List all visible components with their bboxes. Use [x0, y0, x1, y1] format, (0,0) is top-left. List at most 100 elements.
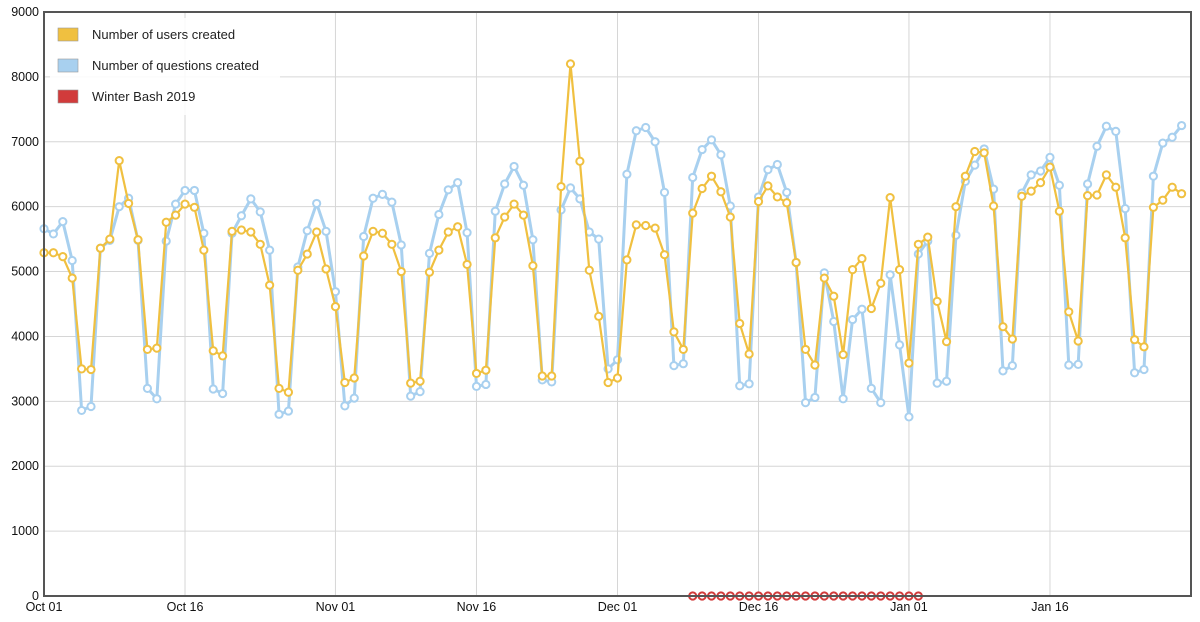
data-point: [810, 360, 820, 370]
data-point: [453, 178, 463, 188]
data-point: [1092, 190, 1102, 200]
data-point: [998, 366, 1008, 376]
data-point: [208, 384, 218, 394]
data-point: [1026, 170, 1036, 180]
data-point: [58, 252, 68, 262]
grid-layer: [44, 12, 1191, 596]
data-point: [1177, 120, 1187, 131]
data-point: [932, 378, 942, 388]
data-point: [246, 227, 256, 237]
data-point: [86, 401, 96, 412]
data-point: [58, 216, 68, 227]
data-point: [293, 265, 303, 275]
data-point: [246, 194, 256, 204]
data-point: [321, 226, 331, 236]
data-point: [434, 209, 444, 220]
data-point: [904, 412, 914, 422]
data-point: [800, 398, 811, 408]
data-point: [876, 398, 886, 408]
data-point: [189, 185, 200, 196]
data-point: [152, 394, 162, 404]
data-point: [95, 243, 106, 253]
data-point: [753, 196, 764, 207]
data-point: [528, 261, 538, 271]
data-point: [659, 250, 670, 260]
data-point: [142, 383, 153, 393]
data-point: [565, 59, 576, 69]
data-point: [603, 377, 613, 388]
data-point: [697, 183, 707, 194]
data-point: [631, 126, 641, 136]
data-point: [48, 248, 59, 258]
data-point: [406, 378, 416, 388]
data-point: [772, 192, 782, 202]
data-point: [368, 226, 378, 236]
data-point: [1064, 360, 1074, 370]
data-point: [424, 248, 435, 258]
data-point: [565, 183, 576, 193]
data-point: [688, 172, 698, 183]
x-tick-label: Nov 16: [457, 600, 497, 614]
data-point: [1082, 191, 1093, 201]
data-point: [838, 350, 848, 360]
data-point: [1111, 126, 1121, 136]
data-point: [424, 267, 435, 277]
data-point: [537, 371, 547, 381]
data-point: [735, 318, 745, 329]
data-point: [688, 208, 698, 218]
y-tick-label: 9000: [11, 5, 39, 19]
data-point: [48, 229, 59, 239]
data-point: [697, 144, 707, 155]
data-point: [1073, 336, 1083, 346]
data-point: [171, 199, 181, 209]
data-point: [340, 401, 350, 411]
x-tick-label: Oct 01: [26, 600, 63, 614]
y-tick-label: 5000: [11, 265, 39, 279]
data-point: [669, 327, 679, 337]
data-point: [265, 245, 275, 255]
data-point: [885, 192, 895, 203]
data-point: [1082, 179, 1093, 189]
data-point: [509, 199, 519, 209]
data-point: [763, 165, 773, 175]
data-point: [744, 349, 754, 359]
data-point: [283, 387, 294, 397]
data-point: [509, 161, 519, 172]
legend-swatch: [57, 58, 79, 73]
x-tick-label: Oct 16: [167, 600, 204, 614]
data-point: [829, 291, 839, 301]
x-tick-label: Nov 01: [316, 600, 356, 614]
data-point: [312, 227, 322, 237]
data-point: [876, 278, 886, 288]
data-point: [86, 364, 96, 375]
data-point: [274, 409, 284, 419]
data-point: [500, 212, 510, 222]
series-layer: [39, 59, 1187, 601]
data-point: [1035, 166, 1046, 176]
data-point: [923, 232, 933, 242]
data-point: [857, 304, 867, 314]
data-point: [866, 383, 876, 393]
data-point: [133, 235, 143, 245]
data-point: [208, 346, 218, 356]
data-point: [105, 234, 115, 244]
data-point: [659, 187, 670, 197]
data-point: [114, 156, 124, 166]
x-tick-label: Dec 01: [598, 600, 638, 614]
data-point: [782, 198, 792, 208]
data-point: [960, 171, 970, 181]
data-point: [594, 234, 604, 244]
data-point: [763, 181, 773, 191]
data-point: [227, 226, 237, 236]
data-point: [1177, 189, 1187, 199]
data-point: [443, 185, 453, 195]
data-point: [885, 270, 895, 280]
data-point: [941, 337, 952, 347]
data-point: [810, 392, 820, 403]
data-point: [1035, 178, 1046, 188]
legend-label: Number of users created: [92, 27, 235, 42]
data-point: [1139, 364, 1149, 375]
y-tick-label: 8000: [11, 70, 39, 84]
data-point: [67, 273, 77, 283]
data-point: [368, 193, 378, 203]
